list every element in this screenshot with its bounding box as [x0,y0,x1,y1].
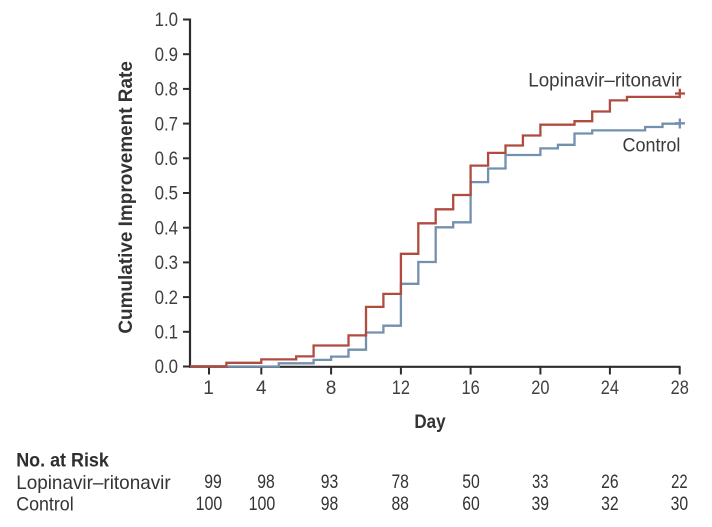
svg-text:0.8: 0.8 [155,80,178,101]
svg-text:50: 50 [462,471,480,493]
svg-text:20: 20 [531,378,549,399]
svg-text:60: 60 [462,493,480,515]
svg-text:98: 98 [257,471,275,493]
svg-text:33: 33 [532,471,549,493]
svg-text:0.7: 0.7 [155,114,178,135]
svg-text:0.4: 0.4 [155,218,179,239]
svg-text:Lopinavir–ritonavir: Lopinavir–ritonavir [16,472,171,494]
svg-text:1: 1 [203,378,214,399]
svg-text:0.5: 0.5 [155,184,178,205]
svg-text:12: 12 [392,378,410,399]
svg-text:88: 88 [391,493,409,515]
svg-text:98: 98 [321,493,339,515]
svg-text:78: 78 [391,471,409,493]
svg-text:0.6: 0.6 [155,149,178,170]
svg-text:0.9: 0.9 [155,45,178,66]
svg-text:26: 26 [601,471,619,493]
svg-text:22: 22 [671,471,688,493]
svg-text:Day: Day [414,411,445,433]
svg-text:Lopinavir–ritonavir: Lopinavir–ritonavir [528,69,682,91]
svg-text:4: 4 [256,378,267,399]
svg-text:Control: Control [16,494,73,516]
svg-text:100: 100 [196,493,223,515]
svg-text:24: 24 [601,378,620,399]
svg-text:1.0: 1.0 [155,10,178,31]
svg-text:Cumulative Improvement Rate: Cumulative Improvement Rate [115,61,137,334]
svg-text:0.1: 0.1 [155,323,178,344]
svg-text:0.0: 0.0 [155,357,178,378]
svg-text:0.2: 0.2 [155,288,178,309]
svg-text:No. at Risk: No. at Risk [16,449,109,471]
svg-text:28: 28 [671,378,689,399]
svg-text:100: 100 [249,493,276,515]
svg-text:93: 93 [321,471,339,493]
svg-text:16: 16 [462,378,480,399]
svg-text:0.3: 0.3 [155,253,178,274]
svg-text:99: 99 [204,471,222,493]
svg-text:Control: Control [623,135,681,157]
svg-text:8: 8 [326,378,337,399]
svg-text:30: 30 [671,493,689,515]
svg-text:39: 39 [532,493,550,515]
svg-text:32: 32 [601,493,619,515]
